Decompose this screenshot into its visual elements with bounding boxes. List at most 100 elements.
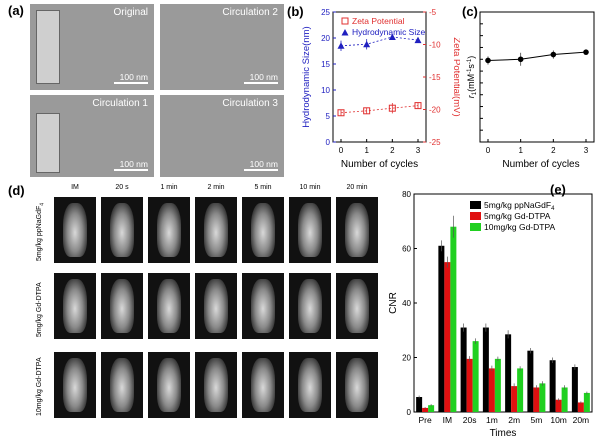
data-point	[485, 57, 491, 64]
mri-time-label: 20 s	[115, 184, 129, 191]
data-point	[388, 104, 396, 112]
scalebar-label: 100 nm	[119, 159, 148, 169]
bar	[517, 368, 524, 412]
data-point	[388, 33, 396, 40]
x-tick-label: 10m	[550, 415, 567, 425]
y-left-tick-label: 25	[321, 8, 330, 17]
legend-label: 5mg/kg ppNaGdF4	[484, 200, 555, 212]
series-line-1	[340, 36, 419, 47]
bar	[482, 327, 489, 412]
x-tick-label: 0	[339, 146, 344, 155]
mri-image	[101, 197, 143, 263]
mri-body-silhouette	[204, 279, 228, 333]
tem-tile-title: Circulation 1	[92, 98, 148, 109]
vial-image	[36, 10, 60, 84]
mri-image	[101, 273, 143, 339]
mri-body-silhouette	[63, 203, 87, 257]
y-right-tick-label: -20	[429, 106, 441, 115]
y-right-tick-label: -5	[429, 8, 437, 17]
bar	[571, 367, 578, 412]
panel-d-label: (d)	[8, 183, 25, 198]
tem-tile-circulation-1: Circulation 1 100 nm	[30, 95, 154, 177]
mri-body-silhouette	[298, 358, 322, 412]
data-point	[337, 109, 345, 117]
data-point	[414, 102, 422, 110]
legend-label: 10mg/kg Gd-DTPA	[484, 222, 556, 232]
data-point	[363, 107, 371, 115]
scalebar	[244, 82, 278, 84]
x-tick-label: 3	[416, 146, 421, 155]
mri-body-silhouette	[298, 279, 322, 333]
series-line	[487, 51, 587, 61]
mri-image	[289, 352, 331, 418]
chart-b: (b) 0 5 10 15 20 25 -5 -10 -15 -20 -25 0 1 2 3 Number of…	[287, 4, 460, 170]
mri-time-label: 5 min	[254, 184, 272, 191]
bar	[422, 407, 429, 412]
panel-a-label: (a)	[8, 3, 24, 18]
mri-image	[54, 197, 96, 263]
mri-row-label: 5mg/kg ppNaGdF4	[36, 202, 46, 261]
y-tick-label: 80	[402, 190, 411, 199]
tem-tile-title: Original	[113, 7, 148, 18]
bar	[533, 387, 540, 412]
x-tick-label: 5m	[530, 415, 542, 425]
mri-image	[148, 197, 190, 263]
x-tick-label: 1	[364, 146, 369, 155]
y-axis-label: CNR	[388, 292, 399, 314]
mri-image	[289, 273, 331, 339]
mri-body-silhouette	[251, 358, 275, 412]
panel-e-label: (e)	[550, 182, 566, 197]
mri-body-silhouette	[204, 358, 228, 412]
data-point	[583, 49, 589, 55]
mri-body-silhouette	[251, 203, 275, 257]
legend-label: 5mg/kg Gd-DTPA	[484, 211, 551, 221]
mri-body-silhouette	[157, 279, 181, 333]
data-point	[363, 40, 371, 48]
tem-tile-circulation-3: Circulation 3 100 nm	[160, 95, 284, 177]
bar	[527, 350, 534, 412]
y-left-tick-label: 5	[326, 112, 331, 121]
scalebar-label: 100 nm	[249, 72, 278, 82]
mri-body-silhouette	[204, 203, 228, 257]
y-tick-label: 40	[402, 299, 411, 308]
bar	[577, 402, 584, 412]
bar	[539, 383, 546, 412]
bar	[444, 262, 451, 412]
mri-body-silhouette	[345, 358, 369, 412]
mri-image	[195, 352, 237, 418]
y-tick-label: 60	[402, 245, 411, 254]
y-left-tick-label: 20	[321, 34, 330, 43]
mri-body-silhouette	[251, 279, 275, 333]
bar	[511, 386, 518, 412]
legend-marker	[341, 29, 349, 36]
panel-b-label: (b)	[287, 4, 304, 19]
mri-image	[195, 273, 237, 339]
x-tick-label: 3	[584, 146, 589, 155]
y-left-tick-label: 15	[321, 60, 330, 69]
bar	[466, 358, 473, 412]
bar	[438, 245, 445, 412]
mri-row-label: 5mg/kg Gd-DTPA	[36, 282, 43, 337]
legend-swatch	[470, 201, 481, 209]
mri-body-silhouette	[298, 203, 322, 257]
y-right-tick-label: -25	[429, 138, 441, 147]
mri-time-label: 10 min	[299, 184, 321, 191]
x-tick-label: 0	[486, 146, 491, 155]
legend-marker	[341, 17, 349, 25]
tem-tile-circulation-2: Circulation 2 100 nm	[160, 4, 284, 90]
bar	[555, 399, 562, 412]
x-tick-label: 2m	[508, 415, 520, 425]
tem-tile-title: Circulation 3	[222, 98, 278, 109]
mri-image	[54, 352, 96, 418]
chart-e: (e) 0 20 40 60 80 CNR Pre IM 20s 1m 2m 5m 10m 20m Times…	[388, 182, 593, 439]
mri-image	[336, 352, 378, 418]
bar	[488, 368, 495, 412]
tem-tile-original: Original 100 nm	[30, 4, 154, 90]
mri-time-label: IM	[71, 184, 79, 191]
bar	[460, 327, 467, 412]
mri-image	[336, 197, 378, 263]
mri-time-label: 20 min	[346, 184, 368, 191]
series-line-0	[340, 105, 419, 114]
x-tick-label: 1m	[486, 415, 498, 425]
y-left-axis-label: Hydrodynamic Size(nm)	[301, 26, 312, 127]
